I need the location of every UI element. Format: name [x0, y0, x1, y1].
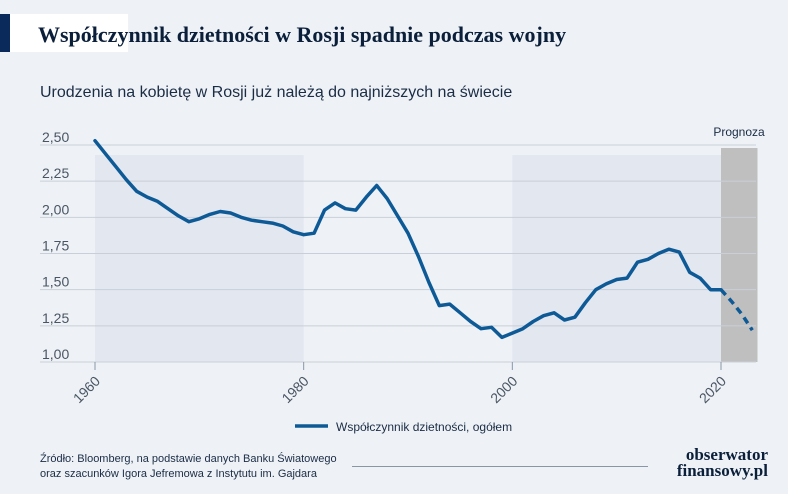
source-divider — [352, 466, 648, 467]
y-tick-label: 1,25 — [42, 310, 69, 326]
chart-subtitle: Urodzenia na kobietę w Rosji już należą … — [40, 84, 513, 101]
y-tick-label: 2,50 — [42, 129, 69, 145]
x-tick-label: 2000 — [487, 373, 520, 406]
x-tick-label: 1960 — [70, 373, 103, 406]
source-line-2: oraz szacunków Igora Jefremowa z Instytu… — [40, 468, 317, 480]
title-accent-bar — [0, 14, 10, 52]
shaded-period-0 — [95, 155, 304, 362]
legend-layer: Współczynnik dzietności, ogółem — [295, 420, 512, 434]
legend-label: Współczynnik dzietności, ogółem — [336, 420, 512, 434]
y-tick-label: 1,00 — [42, 346, 69, 362]
y-tick-label: 2,25 — [42, 165, 69, 181]
y-tick-label: 1,75 — [42, 238, 69, 254]
x-tick-label: 1980 — [278, 373, 311, 406]
publisher-logo: obserwator finansowy.pl — [658, 445, 768, 480]
source-note: Źródło: Bloomberg, na podstawie danych B… — [40, 452, 337, 482]
forecast-label: Prognoza — [713, 125, 765, 139]
chart-title: Współczynnik dzietności w Rosji spadnie … — [38, 22, 567, 47]
series-line — [93, 138, 723, 340]
logo-line-2: finansowy.pl — [676, 461, 768, 480]
logo-line-1: obserwator — [685, 445, 768, 464]
series-layer — [93, 138, 754, 340]
shaded-period-1 — [512, 155, 721, 362]
x-tick-label: 2020 — [696, 373, 729, 406]
title-bar: Współczynnik dzietności w Rosji spadnie … — [0, 14, 788, 52]
title-highlight — [10, 14, 128, 52]
forecast-line — [719, 288, 754, 332]
y-tick-label: 2,00 — [42, 201, 69, 217]
y-tick-label: 1,50 — [42, 274, 69, 290]
shade-layer: Prognoza — [95, 125, 765, 362]
source-line-1: Źródło: Bloomberg, na podstawie danych B… — [40, 453, 337, 465]
